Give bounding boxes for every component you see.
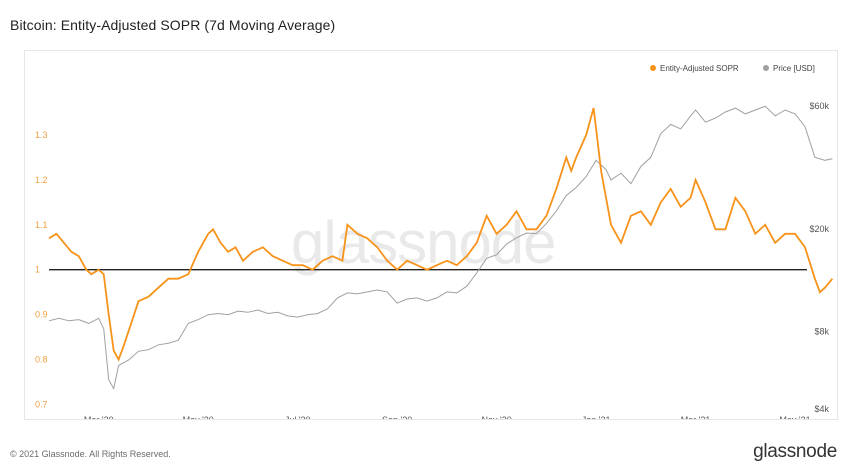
y-right-tick-label: $20k <box>809 224 829 234</box>
x-tick-label: Sep '20 <box>382 415 412 419</box>
x-tick-label: Mar '20 <box>84 415 114 419</box>
x-tick-label: Mar '21 <box>681 415 711 419</box>
legend-price-label: Price [USD] <box>773 64 815 73</box>
x-tick-label: May '20 <box>183 415 214 419</box>
chart-svg: glassnode 0.7 0.8 0.9 1 1.1 1.2 1.3 $4k $8k $20k… <box>35 64 834 419</box>
x-tick-label: May '21 <box>779 415 810 419</box>
y-left-tick-label: 0.7 <box>35 400 48 410</box>
y-left-tick-label: 1.2 <box>35 175 48 185</box>
legend-sopr-label: Entity-Adjusted SOPR <box>660 64 739 73</box>
watermark: glassnode <box>291 209 556 276</box>
copyright-text: © 2021 Glassnode. All Rights Reserved. <box>10 449 171 459</box>
y-right-tick-label: $4k <box>814 404 829 414</box>
y-right-tick-label: $60k <box>809 101 829 111</box>
x-tick-label: Jan '21 <box>582 415 611 419</box>
legend-sopr-marker <box>650 65 656 71</box>
price-series-line <box>48 105 833 391</box>
legend-price-marker <box>763 65 769 71</box>
x-tick-label: Jul '20 <box>285 415 311 419</box>
legend: Entity-Adjusted SOPR Price [USD] <box>650 64 815 73</box>
y-left-tick-label: 1.1 <box>35 220 48 230</box>
y-left-tick-label: 1.3 <box>35 130 48 140</box>
y-left-tick-label: 1 <box>35 265 40 275</box>
y-left-tick-label: 0.9 <box>35 310 48 320</box>
chart-panel: glassnode 0.7 0.8 0.9 1 1.1 1.2 1.3 $4k $8k $20k… <box>24 50 838 420</box>
sopr-series-line <box>48 107 834 362</box>
chart-title: Bitcoin: Entity-Adjusted SOPR (7d Moving… <box>10 17 336 33</box>
y-right-tick-label: $8k <box>814 327 829 337</box>
brand-logo: glassnode <box>753 441 837 462</box>
x-tick-label: Nov '20 <box>482 415 512 419</box>
y-left-tick-label: 0.8 <box>35 355 48 365</box>
